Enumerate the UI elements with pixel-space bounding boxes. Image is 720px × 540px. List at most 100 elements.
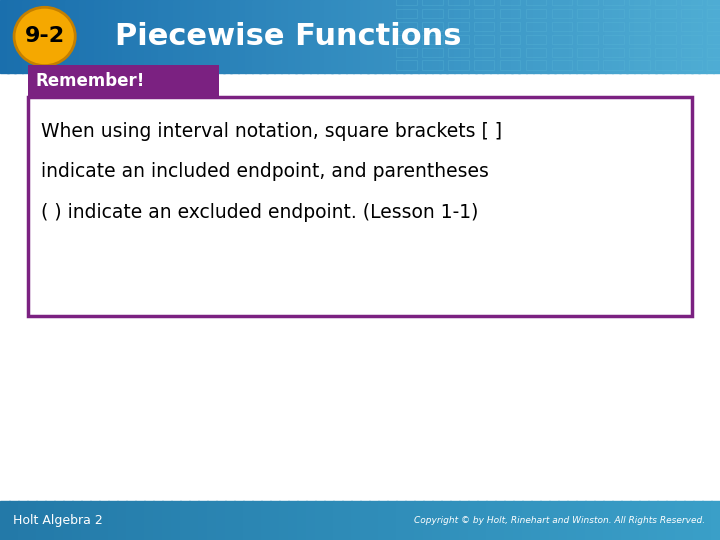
Bar: [389, 0, 397, 73]
Bar: [58, 0, 66, 73]
Bar: [171, 501, 181, 540]
Bar: [353, 0, 361, 73]
Bar: [234, 501, 245, 540]
Bar: [9, 501, 19, 540]
Bar: [562, 0, 570, 73]
Bar: [65, 0, 73, 73]
Bar: [500, 22, 521, 31]
Bar: [331, 0, 340, 73]
Bar: [202, 0, 210, 73]
Bar: [122, 0, 131, 73]
Bar: [414, 501, 424, 540]
Bar: [670, 0, 678, 73]
Bar: [137, 0, 145, 73]
Bar: [577, 35, 598, 44]
Bar: [629, 60, 650, 70]
Bar: [681, 0, 702, 5]
Bar: [439, 0, 448, 73]
Bar: [351, 501, 361, 540]
Text: Copyright © by Holt, Rinehart and Winston. All Rights Reserved.: Copyright © by Holt, Rinehart and Winsto…: [415, 516, 706, 525]
Bar: [655, 35, 676, 44]
Bar: [448, 0, 469, 5]
Bar: [448, 35, 469, 44]
Bar: [598, 0, 606, 73]
Bar: [36, 0, 45, 73]
Bar: [675, 501, 685, 540]
Bar: [346, 0, 354, 73]
Bar: [45, 501, 55, 540]
Bar: [422, 48, 443, 57]
Bar: [603, 9, 624, 18]
Bar: [238, 0, 246, 73]
Bar: [531, 501, 541, 540]
Bar: [681, 48, 702, 57]
Bar: [279, 501, 289, 540]
Bar: [552, 0, 572, 5]
Bar: [180, 0, 189, 73]
Bar: [657, 501, 667, 540]
Bar: [629, 9, 650, 18]
Bar: [612, 501, 622, 540]
Bar: [43, 0, 52, 73]
Bar: [252, 501, 262, 540]
Bar: [691, 0, 700, 73]
Bar: [0, 0, 9, 73]
Bar: [324, 501, 334, 540]
Bar: [450, 501, 461, 540]
Bar: [630, 501, 641, 540]
Bar: [540, 0, 549, 73]
Bar: [446, 0, 455, 73]
Bar: [518, 0, 527, 73]
Bar: [144, 501, 154, 540]
Bar: [422, 0, 443, 5]
Bar: [677, 0, 685, 73]
Bar: [22, 0, 30, 73]
Bar: [552, 60, 572, 70]
Bar: [567, 501, 577, 540]
Bar: [461, 0, 469, 73]
Bar: [474, 35, 495, 44]
Text: ( ) indicate an excluded endpoint. (Lesson 1-1): ( ) indicate an excluded endpoint. (Less…: [41, 202, 478, 221]
Bar: [209, 0, 217, 73]
Text: Holt Algebra 2: Holt Algebra 2: [13, 514, 103, 527]
Bar: [569, 0, 577, 73]
Bar: [259, 0, 268, 73]
Bar: [117, 501, 127, 540]
Bar: [448, 48, 469, 57]
Bar: [594, 501, 604, 540]
Bar: [374, 0, 383, 73]
Bar: [629, 22, 650, 31]
Bar: [576, 0, 585, 73]
Bar: [425, 0, 433, 73]
Bar: [266, 0, 275, 73]
Bar: [369, 501, 379, 540]
Bar: [468, 501, 478, 540]
Bar: [576, 501, 586, 540]
Bar: [474, 0, 495, 5]
Bar: [18, 501, 29, 540]
Bar: [707, 48, 720, 57]
Bar: [151, 0, 160, 73]
Bar: [422, 35, 443, 44]
Bar: [497, 0, 505, 73]
Bar: [99, 501, 109, 540]
Bar: [500, 9, 521, 18]
Ellipse shape: [14, 7, 76, 66]
Bar: [54, 501, 65, 540]
Bar: [681, 35, 702, 44]
Bar: [605, 0, 613, 73]
Bar: [639, 501, 649, 540]
Bar: [333, 501, 343, 540]
Bar: [448, 9, 469, 18]
Bar: [108, 0, 117, 73]
Bar: [577, 22, 598, 31]
Bar: [698, 0, 707, 73]
Bar: [612, 0, 621, 73]
Bar: [207, 501, 217, 540]
Bar: [360, 0, 369, 73]
Bar: [405, 501, 415, 540]
Bar: [216, 501, 226, 540]
Bar: [583, 0, 592, 73]
Bar: [310, 0, 318, 73]
Bar: [198, 501, 209, 540]
